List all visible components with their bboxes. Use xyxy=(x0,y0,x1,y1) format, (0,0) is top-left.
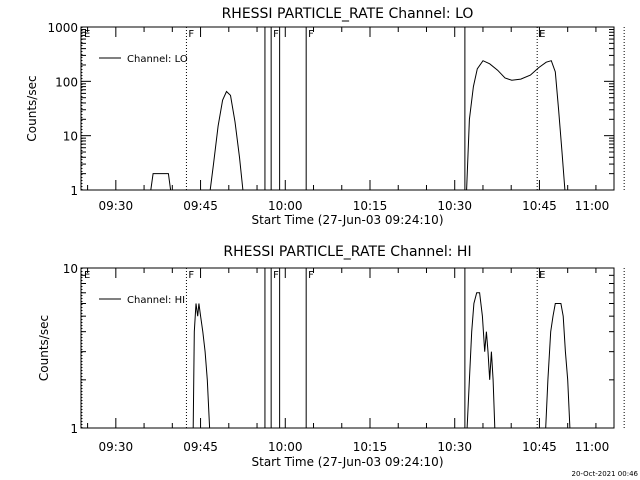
series-line xyxy=(466,292,496,429)
event-marker-label: F xyxy=(308,29,314,40)
series-line xyxy=(466,60,566,191)
chart-panel-0: RHESSI PARTICLE_RATE Channel: LO Start Ti… xyxy=(25,6,625,227)
y-tick-label: 100 xyxy=(55,75,78,89)
x-tick-label: 10:15 xyxy=(353,440,388,454)
x-tick-label: 09:45 xyxy=(183,199,218,213)
event-marker-label: F xyxy=(188,270,194,281)
x-axis-label: Start Time (27-Jun-03 09:24:10) xyxy=(252,455,444,469)
y-tick-label: 1000 xyxy=(47,21,78,35)
event-marker-label: E xyxy=(539,29,545,40)
x-tick-label: 10:00 xyxy=(268,440,303,454)
event-marker-label: F xyxy=(188,29,194,40)
chart-panel-1: RHESSI PARTICLE_RATE Channel: HI Start Ti… xyxy=(37,244,625,469)
event-marker-label: E xyxy=(84,29,90,40)
y-tick-label: 10 xyxy=(63,262,78,276)
x-tick-label: 10:30 xyxy=(437,199,472,213)
plot-frame xyxy=(80,267,615,429)
series-line xyxy=(150,173,172,191)
event-marker-label: F xyxy=(273,29,279,40)
plot-frame xyxy=(80,26,615,191)
x-axis-label: Start Time (27-Jun-03 09:24:10) xyxy=(252,213,444,227)
x-tick-label: 10:15 xyxy=(353,199,388,213)
event-marker-label: E xyxy=(84,270,90,281)
y-tick-label: 1 xyxy=(70,422,78,436)
event-marker-label: E xyxy=(539,270,545,281)
series-line xyxy=(192,303,211,429)
y-tick-label: 1 xyxy=(70,184,78,198)
series-line xyxy=(209,90,244,191)
series-line xyxy=(545,303,571,429)
x-tick-label: 10:30 xyxy=(437,440,472,454)
event-marker-label: F xyxy=(273,270,279,281)
footer-timestamp: 20-Oct-2021 00:46 xyxy=(572,470,639,478)
legend-label: Channel: LO xyxy=(127,54,188,65)
x-tick-label: 09:30 xyxy=(99,440,134,454)
chart-title: RHESSI PARTICLE_RATE Channel: HI xyxy=(223,244,471,260)
x-tick-label: 11:00 xyxy=(575,440,610,454)
y-axis-label: Counts/sec xyxy=(25,75,39,141)
y-tick-label: 10 xyxy=(63,130,78,144)
chart-title: RHESSI PARTICLE_RATE Channel: LO xyxy=(222,6,474,22)
x-tick-label: 11:00 xyxy=(575,199,610,213)
event-marker-label: F xyxy=(308,270,314,281)
x-tick-label: 09:30 xyxy=(99,199,134,213)
legend-label: Channel: HI xyxy=(127,295,185,306)
x-tick-label: 10:45 xyxy=(522,440,557,454)
y-axis-label: Counts/sec xyxy=(37,315,51,381)
x-tick-label: 10:45 xyxy=(522,199,557,213)
x-tick-label: 10:00 xyxy=(268,199,303,213)
x-tick-label: 09:45 xyxy=(183,440,218,454)
